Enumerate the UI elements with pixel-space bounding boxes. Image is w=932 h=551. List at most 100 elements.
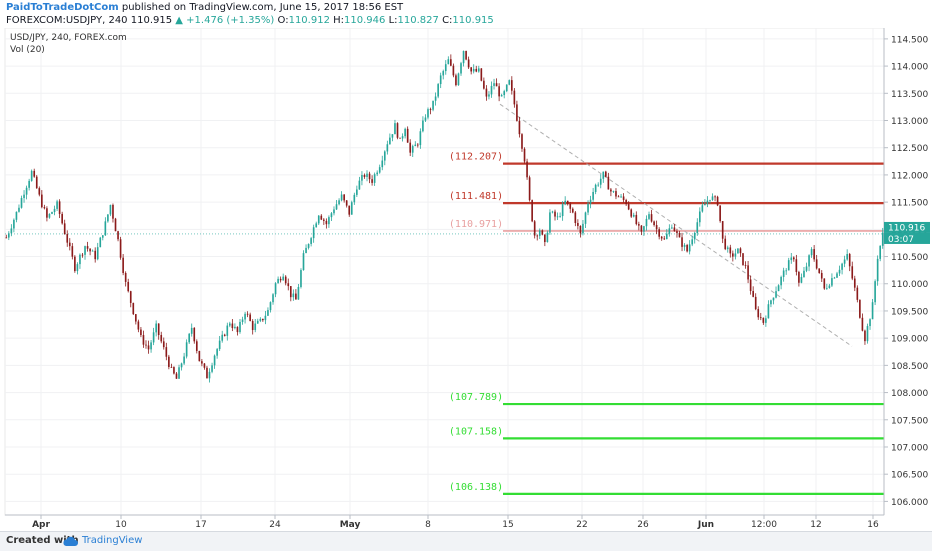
candle-body	[569, 203, 572, 209]
candle-body	[818, 268, 821, 273]
candle-body	[798, 271, 800, 283]
candle-body	[876, 258, 879, 282]
candle-body	[190, 327, 193, 334]
candle-body	[53, 208, 56, 213]
candle-body	[513, 90, 516, 105]
candle-body	[427, 109, 429, 118]
candle-body	[498, 86, 500, 97]
candle-body	[358, 180, 361, 190]
candle-body	[676, 231, 678, 233]
candle-body	[46, 208, 48, 218]
candle-body	[168, 356, 170, 367]
candle-body	[556, 216, 559, 218]
candle-body	[500, 95, 503, 97]
candle-body	[490, 85, 493, 95]
candle-body	[551, 211, 554, 213]
candle-body	[869, 319, 871, 327]
candle-body	[584, 212, 587, 224]
tradingview-link[interactable]: TradingView	[82, 535, 143, 546]
candle-body	[711, 196, 714, 200]
candle-body	[226, 325, 229, 336]
candle-body	[135, 314, 137, 322]
candle-body	[376, 172, 379, 175]
candle-body	[18, 207, 20, 212]
price-tick-label: 107.500	[891, 416, 928, 426]
candle-body	[495, 83, 498, 87]
candle-body	[310, 238, 312, 244]
candle-body	[693, 232, 696, 240]
trend-line[interactable]	[499, 103, 853, 347]
candle-body	[582, 223, 584, 234]
candle-body	[655, 225, 658, 230]
candle-body	[338, 200, 340, 205]
candle-body	[5, 237, 8, 239]
candle-body	[23, 194, 25, 199]
candle-body	[792, 257, 795, 260]
price-tick-label: 108.000	[891, 389, 928, 399]
candle-body	[429, 109, 432, 110]
candle-body	[734, 253, 737, 257]
candle-body	[836, 273, 838, 278]
time-tick-label: 26	[637, 520, 649, 530]
time-tick-label: 22	[576, 520, 587, 530]
candle-body	[401, 136, 404, 139]
candle-body	[782, 270, 785, 277]
candle-body	[371, 179, 373, 183]
candle-body	[241, 319, 244, 322]
candle-body	[84, 246, 86, 255]
candle-body	[33, 170, 36, 177]
volume-indicator[interactable]: Vol (20)	[10, 45, 45, 55]
candle-body	[599, 178, 602, 185]
candle-body	[861, 317, 864, 331]
candle-timer-tag: 03:07	[888, 235, 914, 245]
time-tick-label: Jun	[697, 520, 714, 530]
candle-body	[297, 287, 300, 300]
candle-body	[386, 144, 389, 152]
candle-body	[193, 327, 196, 342]
author-name[interactable]: PaidToTradeDotCom	[6, 2, 119, 13]
candle-body	[183, 356, 185, 364]
candle-body	[465, 50, 467, 60]
candle-body	[81, 254, 84, 256]
candle-body	[871, 302, 874, 320]
change-arrow-icon: ▲	[175, 15, 183, 26]
candle-body	[701, 205, 704, 212]
candle-body	[361, 174, 363, 181]
price-level-label: (107.158)	[449, 426, 503, 437]
candle-body	[488, 94, 490, 97]
open-label: O:	[277, 15, 289, 26]
candle-body	[51, 212, 53, 214]
candle-body	[653, 221, 655, 226]
candle-body	[442, 71, 445, 76]
candle-body	[643, 226, 645, 232]
candle-body	[686, 245, 688, 252]
candle-body	[765, 318, 767, 323]
candle-body	[345, 200, 348, 206]
candle-body	[221, 334, 224, 341]
candle-body	[119, 239, 122, 258]
candle-body	[409, 142, 412, 153]
candle-body	[577, 223, 579, 226]
price-tick-label: 113.500	[891, 90, 928, 100]
candle-body	[137, 321, 140, 330]
candle-body	[129, 291, 132, 303]
candle-body	[289, 286, 292, 298]
candle-body	[38, 188, 41, 195]
candle-body	[366, 173, 368, 177]
price-chart[interactable]: (112.207) (111.481) (110.971) (107.789) (107…	[0, 28, 932, 531]
candle-body	[122, 257, 124, 273]
candle-body	[155, 323, 157, 333]
price-level-label: (106.138)	[449, 482, 503, 493]
candle-body	[287, 283, 290, 287]
close-value: 110.915	[452, 15, 494, 26]
candle-body	[246, 313, 249, 315]
candle-body	[353, 194, 356, 203]
candle-body	[640, 225, 643, 232]
candle-body	[483, 80, 485, 89]
price-tick-label: 107.000	[891, 443, 928, 453]
candle-body	[175, 373, 178, 379]
candle-body	[460, 63, 462, 74]
series-title: USD/JPY, 240, FOREX.com	[10, 33, 127, 43]
price-level-label: (107.789)	[449, 392, 503, 403]
candle-body	[437, 84, 439, 97]
